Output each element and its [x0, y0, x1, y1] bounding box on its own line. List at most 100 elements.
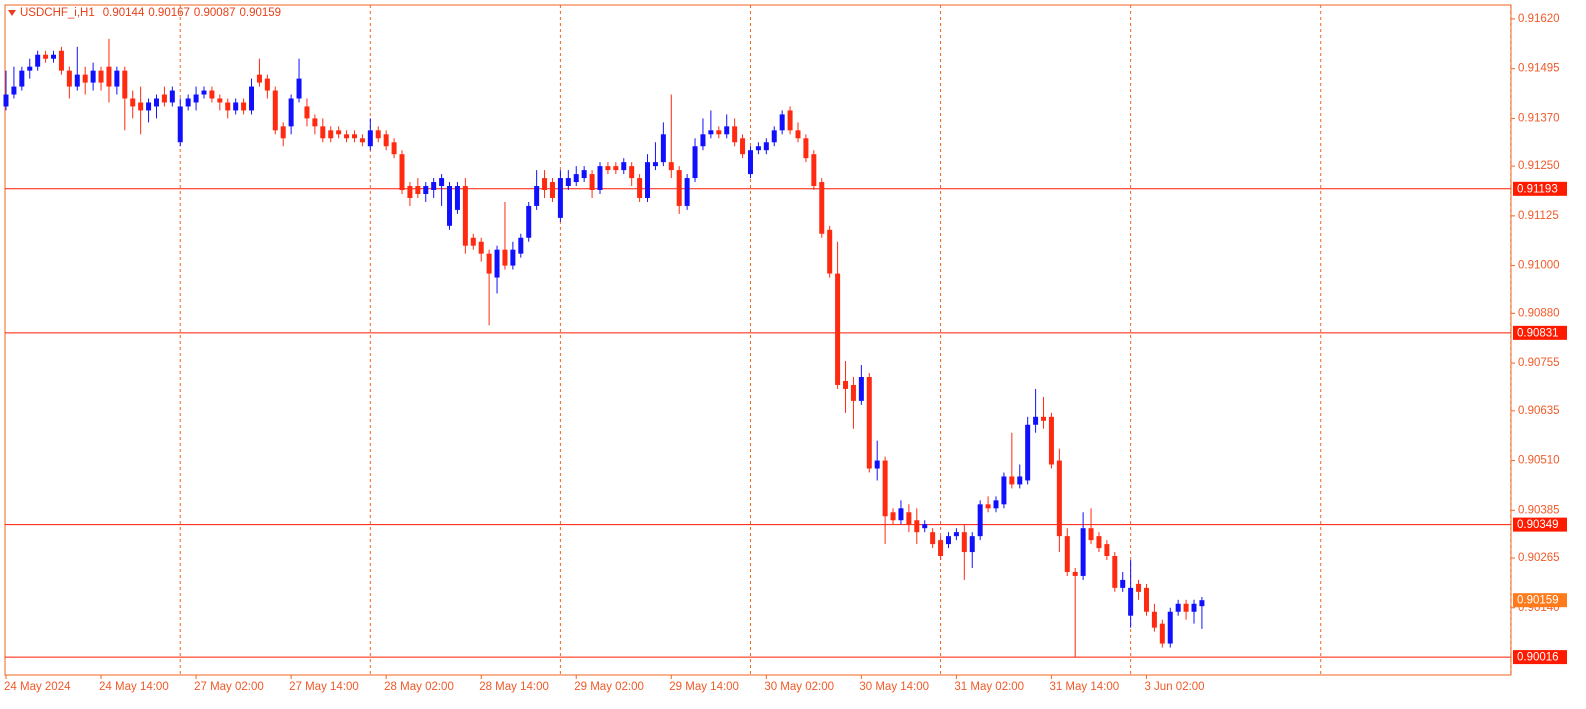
- candle-body: [1064, 536, 1070, 572]
- candle-body: [82, 74, 88, 83]
- candle-body: [161, 94, 167, 103]
- candle-body: [613, 166, 619, 171]
- candle-body: [1167, 611, 1173, 644]
- candle-body: [1128, 587, 1134, 616]
- candle-body: [375, 130, 381, 139]
- x-tick-label: 24 May 14:00: [99, 681, 169, 693]
- y-tick-label: 0.90755: [1518, 357, 1560, 369]
- collapse-icon[interactable]: [8, 10, 16, 16]
- candle-body: [454, 186, 460, 210]
- x-tick-label: 30 May 02:00: [764, 681, 834, 693]
- candle-body: [645, 162, 651, 198]
- candle-body: [708, 130, 714, 135]
- candle-body: [146, 102, 152, 111]
- candle-body: [518, 237, 524, 254]
- candle-body: [890, 512, 896, 521]
- candle-body: [835, 273, 841, 385]
- candle-body: [114, 70, 120, 87]
- level-label-box: [1513, 650, 1567, 665]
- candle-body: [1096, 536, 1102, 549]
- level-label: 0.90349: [1517, 519, 1559, 531]
- candle-body: [201, 90, 207, 95]
- candle-body: [256, 74, 262, 83]
- candle-body: [938, 540, 944, 557]
- y-tick-label: 0.90265: [1518, 552, 1560, 564]
- candle-body: [1175, 603, 1181, 612]
- candle-body: [882, 460, 888, 517]
- candle-body: [827, 229, 833, 274]
- header-open: 0.90144: [103, 7, 145, 19]
- candle-body: [367, 130, 373, 147]
- candle-body: [415, 186, 421, 194]
- candle-body: [589, 174, 595, 191]
- candle-body: [43, 54, 49, 59]
- candle-body: [700, 134, 706, 147]
- candle-body: [90, 70, 96, 83]
- candle-body: [755, 146, 761, 151]
- candle-body: [486, 253, 492, 274]
- candle-body: [336, 130, 342, 135]
- last-price-label: 0.90159: [1517, 595, 1559, 607]
- candle-body: [526, 205, 532, 238]
- candle-body: [605, 166, 611, 171]
- candle-body: [1159, 623, 1165, 644]
- candle-body: [462, 186, 468, 246]
- candle-body: [431, 182, 437, 191]
- candle-body: [1183, 603, 1189, 612]
- candle-body: [977, 504, 983, 537]
- y-tick-label: 0.90635: [1518, 405, 1560, 417]
- y-tick-label: 0.90880: [1518, 307, 1560, 319]
- candle-body: [787, 110, 793, 131]
- candle-body: [866, 377, 872, 469]
- candle-body: [660, 134, 666, 163]
- candle-body: [692, 146, 698, 179]
- candle-body: [153, 98, 159, 107]
- candle-body: [264, 78, 270, 91]
- candle-body: [922, 524, 928, 529]
- candle-body: [193, 94, 199, 103]
- candle-body: [906, 512, 912, 525]
- candle-body: [724, 126, 730, 135]
- header-close: 0.90159: [240, 7, 282, 19]
- header-high: 0.90167: [148, 7, 190, 19]
- candle-body: [1048, 416, 1054, 465]
- candle-body: [288, 98, 294, 127]
- x-tick-label: 3 Jun 02:00: [1144, 681, 1204, 693]
- candle-body: [1072, 571, 1078, 576]
- candle-body: [1136, 583, 1142, 592]
- candle-body: [1033, 416, 1039, 425]
- candle-body: [3, 94, 9, 107]
- candle-body: [1151, 611, 1157, 628]
- candle-body: [549, 182, 555, 198]
- candle-body: [249, 86, 255, 111]
- candle-body: [874, 460, 880, 469]
- candle-body: [557, 178, 563, 218]
- candle-body: [1041, 416, 1047, 421]
- candle-body: [470, 237, 476, 246]
- candle-body: [407, 186, 413, 198]
- candle-body: [359, 138, 365, 143]
- candle-body: [1199, 600, 1205, 607]
- candle-body: [383, 134, 389, 147]
- candle-body: [11, 86, 17, 95]
- candle-body: [684, 178, 690, 206]
- candle-body: [27, 66, 33, 71]
- candle-body: [629, 166, 635, 179]
- candle-body: [423, 186, 429, 194]
- candle-body: [1017, 476, 1023, 485]
- x-tick-label: 27 May 14:00: [289, 681, 359, 693]
- candle-body: [819, 182, 825, 234]
- candle-body: [1112, 556, 1118, 588]
- x-tick-label: 31 May 02:00: [954, 681, 1024, 693]
- candle-body: [534, 186, 540, 206]
- level-label: 0.90831: [1517, 327, 1559, 339]
- candle-body: [391, 142, 397, 155]
- x-tick-label: 31 May 14:00: [1049, 681, 1119, 693]
- candle-body: [280, 126, 286, 139]
- candle-body: [478, 241, 484, 254]
- candle-body: [1056, 460, 1062, 537]
- y-tick-label: 0.91620: [1518, 13, 1560, 25]
- candle-body: [1120, 579, 1126, 588]
- candle-body: [1025, 424, 1031, 481]
